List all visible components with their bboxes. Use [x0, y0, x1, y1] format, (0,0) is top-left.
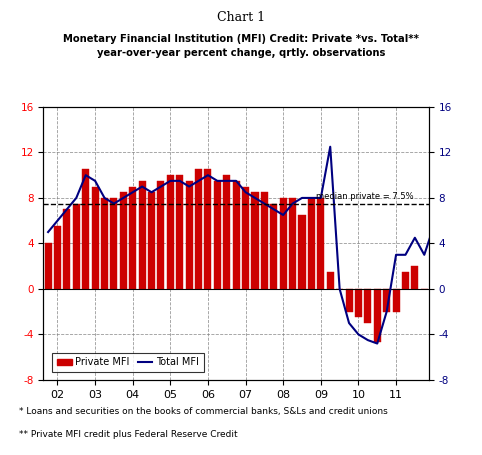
- Bar: [54, 227, 61, 289]
- Bar: [120, 192, 127, 289]
- Bar: [317, 198, 324, 289]
- Bar: [383, 289, 390, 312]
- Legend: Private MFI, Total MFI: Private MFI, Total MFI: [52, 353, 204, 372]
- Bar: [167, 175, 174, 289]
- Bar: [214, 181, 221, 289]
- Bar: [204, 170, 212, 289]
- Bar: [252, 192, 258, 289]
- Bar: [298, 215, 306, 289]
- Bar: [110, 198, 118, 289]
- Bar: [411, 266, 418, 289]
- Bar: [430, 255, 437, 289]
- Bar: [346, 289, 352, 312]
- Bar: [148, 192, 155, 289]
- Bar: [233, 181, 240, 289]
- Bar: [73, 204, 80, 289]
- Text: * Loans and securities on the books of commercial banks, S&Ls and credit unions: * Loans and securities on the books of c…: [19, 407, 388, 416]
- Bar: [242, 187, 249, 289]
- Bar: [308, 198, 315, 289]
- Bar: [63, 209, 70, 289]
- Bar: [92, 187, 99, 289]
- Text: ** Private MFI credit plus Federal Reserve Credit: ** Private MFI credit plus Federal Reser…: [19, 430, 238, 439]
- Bar: [280, 198, 287, 289]
- Bar: [176, 175, 183, 289]
- Bar: [129, 187, 136, 289]
- Text: year-over-year percent change, qrtly. observations: year-over-year percent change, qrtly. ob…: [97, 48, 385, 58]
- Bar: [374, 289, 381, 343]
- Bar: [139, 181, 146, 289]
- Bar: [223, 175, 230, 289]
- Bar: [289, 198, 296, 289]
- Bar: [101, 198, 108, 289]
- Text: Monetary Financial Institution (MFI) Credit: Private *vs. Total**: Monetary Financial Institution (MFI) Cre…: [63, 34, 419, 44]
- Bar: [355, 289, 362, 318]
- Bar: [82, 170, 89, 289]
- Text: Chart 1: Chart 1: [217, 11, 265, 25]
- Bar: [270, 204, 277, 289]
- Bar: [261, 192, 268, 289]
- Bar: [195, 170, 202, 289]
- Bar: [392, 289, 400, 312]
- Bar: [402, 272, 409, 289]
- Bar: [364, 289, 371, 323]
- Bar: [327, 272, 334, 289]
- Bar: [186, 181, 193, 289]
- Text: median private = 7.5%: median private = 7.5%: [316, 192, 414, 201]
- Bar: [158, 181, 164, 289]
- Bar: [44, 243, 52, 289]
